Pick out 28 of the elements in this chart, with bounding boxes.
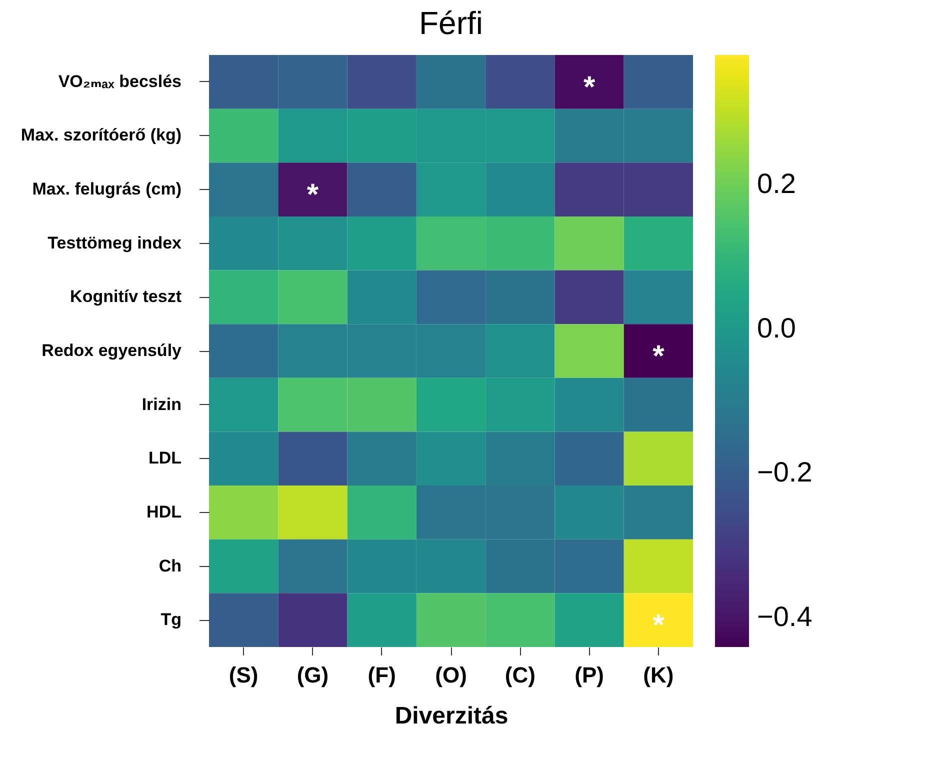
chart-title: Férfi <box>419 5 483 41</box>
y-tick-label: HDL <box>146 502 182 522</box>
y-tick-label: Tg <box>160 610 182 630</box>
data-label: * <box>652 340 665 373</box>
x-tick-label: (C) <box>504 662 536 688</box>
y-tick-label: Kognitív teszt <box>70 287 182 306</box>
color-bar-label: −0.2 <box>757 456 812 488</box>
color-bar-label: 0.2 <box>757 168 796 199</box>
color-bar-label: −0.4 <box>757 601 812 632</box>
x-axis-title: Diverzitás <box>394 702 508 730</box>
x-tick-label: (G) <box>296 662 329 688</box>
x-tick-label: (F) <box>368 662 396 688</box>
x-tick-label: (S) <box>228 662 258 688</box>
y-tick-label: Max. szorítóerő (kg) <box>20 126 182 145</box>
color-bar-label: 0.0 <box>757 312 796 344</box>
data-label: * <box>583 70 596 104</box>
x-tick-label: (K) <box>643 662 674 688</box>
y-tick-label: Redox egyensúly <box>42 341 182 360</box>
data-label: * <box>306 178 319 212</box>
y-tick-label: VO₂ₘₐₓ becslés <box>58 72 182 91</box>
y-tick-label: LDL <box>148 448 182 468</box>
x-tick-label: (P) <box>574 662 604 688</box>
y-tick-label: Irizin <box>142 394 182 414</box>
y-tick-label: Max. felugrás (cm) <box>32 180 182 199</box>
x-tick-label: (O) <box>435 662 467 688</box>
y-tick-label: Testtömeg index <box>48 233 182 252</box>
data-label: * <box>652 609 665 642</box>
y-tick-label: Ch <box>158 556 182 576</box>
